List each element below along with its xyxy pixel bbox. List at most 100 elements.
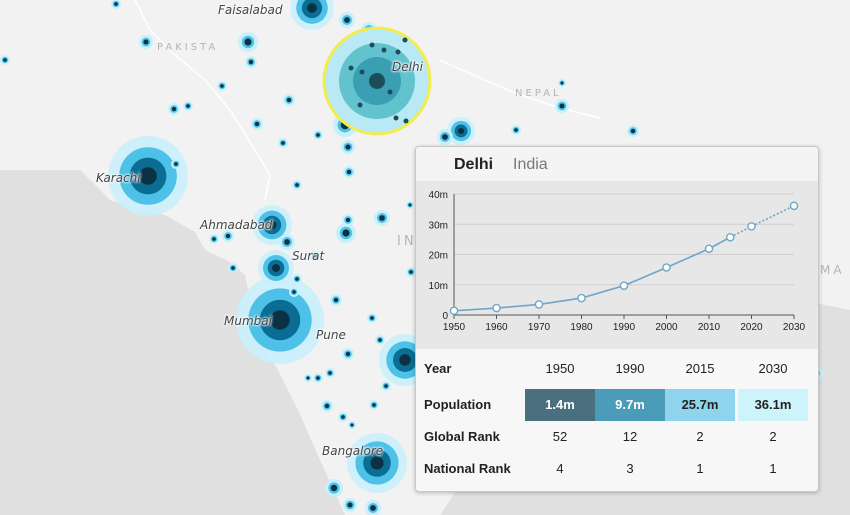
city-bubble[interactable]: [365, 500, 381, 515]
city-bubble[interactable]: [0, 55, 10, 65]
population-row: Population 1.4m 9.7m 25.7m 36.1m: [416, 389, 818, 421]
city-bubble[interactable]: [245, 56, 257, 68]
city-bubble[interactable]: [437, 129, 453, 145]
city-bubble[interactable]: [339, 12, 355, 28]
city-bubble[interactable]: [283, 94, 295, 106]
city-label-surat[interactable]: Surat: [292, 249, 325, 263]
city-bubble[interactable]: [627, 125, 639, 137]
selected-city-highlight[interactable]: [322, 26, 432, 136]
delhi-sub-marker: [381, 47, 387, 53]
city-bubble[interactable]: [447, 117, 475, 145]
city-bubble[interactable]: [330, 294, 342, 306]
city-bubble[interactable]: [258, 250, 294, 286]
city-bubble[interactable]: [555, 99, 569, 113]
city-bubble[interactable]: [111, 0, 121, 9]
city-bubble[interactable]: [168, 103, 180, 115]
population-chart-panel: 0 10m 20m 30m 40m 1950 1960 1970 1980 1990 2000 201…: [416, 181, 818, 349]
data-point[interactable]: [662, 263, 671, 272]
x-tick-label: 2010: [698, 322, 721, 333]
city-bubble[interactable]: [381, 381, 391, 391]
city-bubble[interactable]: [367, 313, 377, 323]
city-bubbles[interactable]: [0, 0, 823, 515]
global-rank-cell: 12: [622, 429, 638, 444]
data-point[interactable]: [534, 300, 544, 309]
border-line: [134, 0, 271, 201]
city-bubble[interactable]: [379, 334, 431, 386]
population-row-header: Population: [424, 397, 492, 412]
delhi-sub-marker: [395, 49, 401, 55]
city-label-karachi[interactable]: Karachi: [96, 171, 141, 185]
city-bubble[interactable]: [313, 130, 323, 140]
year-cell: 2030: [758, 361, 788, 376]
city-label-mumbai[interactable]: Mumbai: [224, 314, 272, 328]
city-bubble[interactable]: [406, 267, 416, 277]
city-bubble[interactable]: [338, 412, 348, 422]
city-bubble[interactable]: [228, 263, 238, 273]
city-bubble[interactable]: [343, 166, 355, 178]
city-bubble[interactable]: [341, 140, 355, 154]
city-bubble[interactable]: [278, 138, 288, 148]
city-bubble[interactable]: [236, 276, 324, 364]
population-chart: 0 10m 20m 30m 40m 1950 1960 1970 1980 1990 2000 201…: [429, 190, 806, 333]
city-bubble[interactable]: [348, 421, 356, 429]
data-point[interactable]: [747, 222, 756, 231]
city-bubble[interactable]: [252, 205, 292, 245]
data-point[interactable]: [577, 293, 586, 303]
city-bubble[interactable]: [347, 433, 407, 493]
city-bubble[interactable]: [342, 214, 354, 226]
city-bubble[interactable]: [139, 35, 153, 49]
global-rank-row: Global Rank 52 12 2 2: [416, 421, 818, 453]
year-cell: 2015: [685, 361, 715, 376]
city-bubble[interactable]: [321, 400, 333, 412]
city-bubble[interactable]: [511, 125, 521, 135]
city-label-ahmadabad[interactable]: Ahmadabad: [200, 218, 273, 232]
city-bubble[interactable]: [279, 234, 295, 250]
city-bubble[interactable]: [375, 335, 385, 345]
city-bubble[interactable]: [251, 118, 263, 130]
data-point[interactable]: [449, 306, 459, 316]
city-bubble[interactable]: [369, 400, 379, 410]
history-line: [453, 236, 731, 312]
country-label-nepal: NEPAL: [515, 88, 562, 99]
data-point[interactable]: [619, 281, 629, 290]
city-bubble[interactable]: [406, 201, 414, 209]
x-tick-label: 2030: [783, 322, 806, 333]
city-bubble[interactable]: [310, 251, 320, 261]
city-bubble[interactable]: [183, 101, 193, 111]
city-bubble[interactable]: [108, 136, 188, 216]
x-tick-label: 1950: [443, 322, 466, 333]
city-bubble[interactable]: [558, 79, 566, 87]
city-bubble[interactable]: [217, 81, 227, 91]
city-bubble[interactable]: [290, 0, 334, 30]
y-tick-label: 10m: [429, 281, 448, 292]
city-bubble[interactable]: [289, 287, 299, 297]
city-bubble[interactable]: [336, 223, 356, 243]
city-bubble[interactable]: [325, 368, 335, 378]
data-point[interactable]: [704, 244, 714, 254]
city-bubble[interactable]: [342, 348, 354, 360]
city-bubble[interactable]: [325, 479, 343, 497]
city-bubble[interactable]: [171, 159, 181, 169]
city-label-pune[interactable]: Pune: [316, 328, 346, 342]
city-bubble[interactable]: [292, 274, 302, 284]
delhi-sub-marker: [387, 89, 393, 95]
city-bubble[interactable]: [222, 230, 234, 242]
city-label-bangalore[interactable]: Bangalore: [322, 444, 384, 458]
city-bubble[interactable]: [313, 373, 323, 383]
city-bubble[interactable]: [292, 180, 302, 190]
city-bubble[interactable]: [238, 32, 258, 52]
city-label-delhi[interactable]: Delhi: [392, 60, 423, 74]
global-rank-cell: 2: [769, 429, 777, 444]
city-bubble[interactable]: [374, 210, 390, 226]
delhi-sub-marker: [393, 115, 399, 121]
year-cell: 1950: [545, 361, 575, 376]
city-label-faisalabad[interactable]: Faisalabad: [218, 3, 283, 17]
city-bubble[interactable]: [304, 374, 312, 382]
data-point[interactable]: [725, 232, 735, 242]
data-point[interactable]: [789, 201, 799, 211]
city-bubble[interactable]: [343, 498, 357, 512]
y-tick-label: 20m: [429, 251, 448, 262]
data-point[interactable]: [492, 303, 501, 313]
delhi-sub-marker: [348, 65, 354, 71]
city-bubble[interactable]: [209, 234, 219, 244]
